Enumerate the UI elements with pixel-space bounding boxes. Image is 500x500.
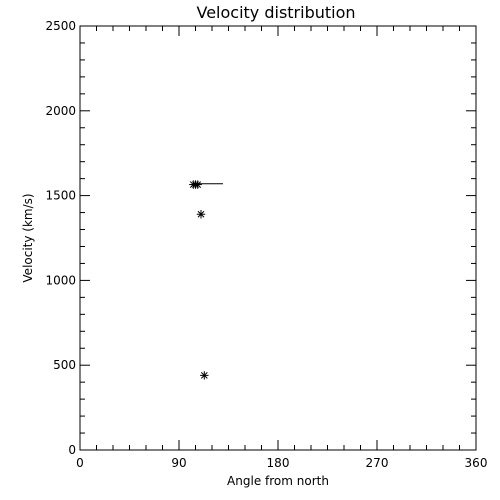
y-tick-label: 1500 [45, 189, 76, 203]
y-tick-label: 2000 [45, 104, 76, 118]
y-tick-label: 500 [53, 358, 76, 372]
y-tick-label: 2500 [45, 19, 76, 33]
data-point-stroke [197, 210, 205, 218]
plot-frame [79, 25, 477, 451]
data-point [200, 371, 209, 380]
data-point [196, 210, 206, 219]
data-point-stroke [194, 181, 202, 188]
y-tick-label: 1000 [45, 273, 76, 287]
chart-title: Velocity distribution [196, 3, 355, 22]
x-tick-label: 180 [267, 456, 290, 470]
x-axis-label: Angle from north [227, 474, 329, 488]
axes: 0 90 180 270 360 0 500 1000 1500 2000 2500 [45, 19, 487, 470]
x-tick-label: 360 [465, 456, 488, 470]
y-axis-label: Velocity (km/s) [21, 193, 35, 282]
data-point-stroke [200, 371, 208, 379]
data-point [193, 180, 202, 189]
y-tick-label: 0 [68, 443, 76, 457]
x-tick-label: 0 [76, 456, 84, 470]
data-marks [189, 180, 223, 380]
x-tick-label: 270 [366, 456, 389, 470]
x-tick-label: 90 [171, 456, 186, 470]
